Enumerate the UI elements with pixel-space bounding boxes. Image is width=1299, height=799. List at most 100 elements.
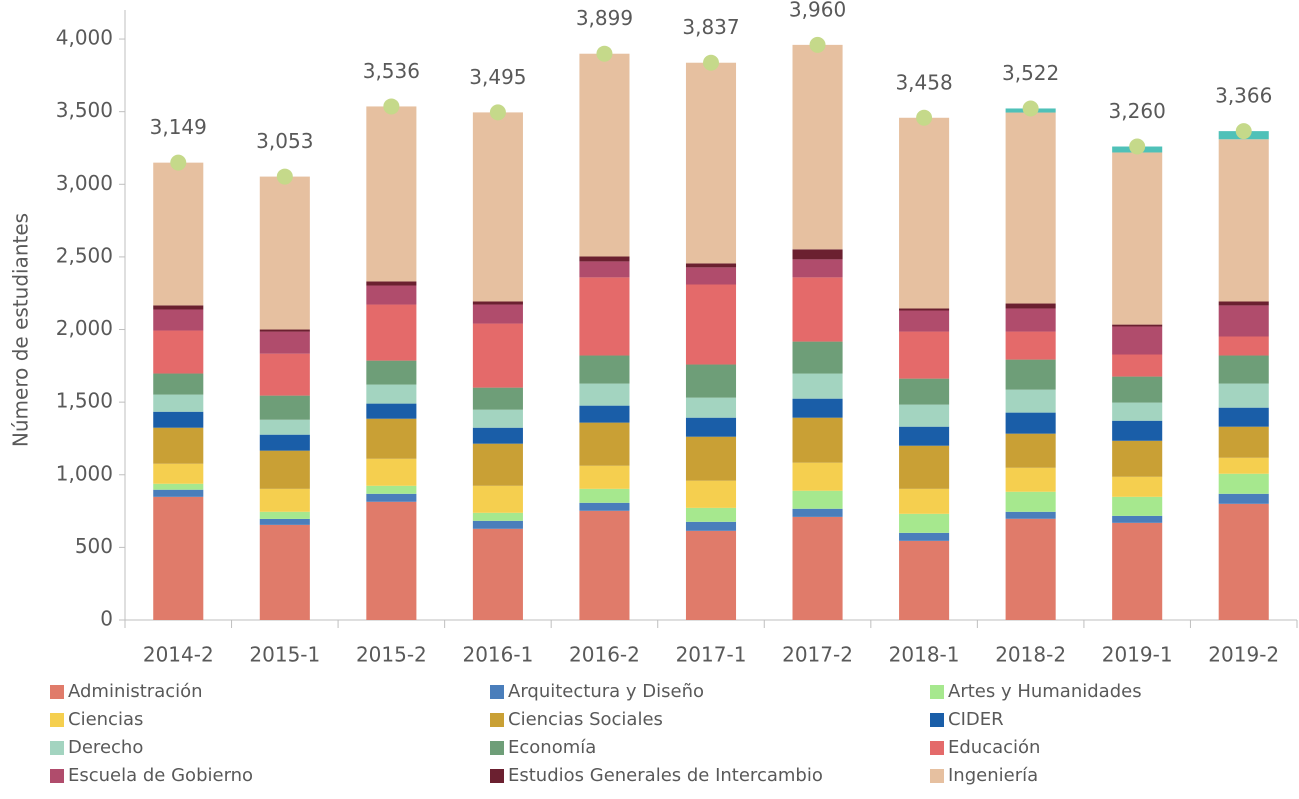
bar-segment [366,360,417,385]
bar-segment [1218,407,1269,427]
bar-segment [1005,308,1056,332]
bar-segment [1218,493,1269,504]
bar-segment [366,403,417,419]
legend-swatch [50,713,64,727]
bar-segment [579,355,630,384]
bar-segment [366,485,417,494]
bar-segment [1112,440,1163,477]
total-marker [383,98,400,115]
total-label: 3,837 [682,15,739,39]
bar-segment [472,528,523,620]
bar-segment [1005,518,1056,620]
bar-segment [153,373,204,395]
bar-segment [685,480,737,508]
bar-segment [259,419,310,435]
bar-segment [1005,433,1056,468]
bar-segment [1112,354,1163,377]
bar-segment [366,384,417,404]
bar-segment [1218,305,1269,337]
total-marker [596,45,613,62]
total-marker [703,54,719,71]
y-axis-title: Número de estudiantes [9,213,33,447]
bar-segment [685,436,737,481]
bar-segment [472,409,523,428]
y-tick-label: 1,000 [56,461,113,485]
bar-segment [685,263,737,268]
bar-segment [1112,152,1163,325]
legend-label: Ciencias [68,709,143,730]
bar-segment [153,305,204,310]
bar-segment [153,427,204,464]
bar-segment [792,277,843,342]
bar-segment [899,117,950,309]
bar-segment [366,418,417,459]
bar-segment [1112,324,1163,327]
total-marker [1129,138,1146,155]
legend-label: Escuela de Gobierno [68,765,253,786]
legend-label: Ingeniería [948,765,1038,786]
y-tick-label: 3,000 [56,171,113,195]
legend-swatch [930,685,944,699]
bar-segment [366,501,417,620]
bar-segment [1112,326,1163,355]
total-label: 3,149 [150,115,207,139]
bar-segment [792,490,843,509]
bar-segment [153,496,204,620]
bar-segment [1112,522,1163,620]
bar-segment [153,309,204,331]
bar-segment [579,422,630,466]
total-marker [1235,123,1252,140]
bar-segment [1005,331,1056,360]
legend-swatch [930,769,944,783]
bar-segment [792,417,843,463]
legend-label: Ciencias Sociales [508,709,663,730]
bar-segment [899,513,950,533]
bar-segment [1218,139,1269,302]
bar-segment [1112,420,1163,441]
legend-swatch [50,685,64,699]
bar-segment [899,426,950,446]
bar-segment [259,329,310,332]
legend-swatch [50,769,64,783]
bar-segment [1218,355,1269,384]
y-tick-label: 3,500 [56,98,113,122]
y-tick-label: 2,000 [56,316,113,340]
bar-segment [1005,359,1056,390]
bar-segment [472,485,523,513]
legend-label: Educación [948,737,1040,758]
bar-segment [259,524,310,620]
bar-segment [579,488,630,503]
bar-segment [792,44,843,250]
bar-segment [579,256,630,262]
bar-segment [1218,383,1269,408]
bar-segment [685,507,737,522]
bar-segment [153,489,204,497]
total-marker [916,109,933,126]
legend-label: Economía [508,737,596,758]
bar-segment [472,512,523,521]
bar-segment [1112,515,1163,523]
bar-segment [792,373,843,399]
total-marker [1022,100,1039,117]
bar-segment [1218,457,1269,474]
bar-segment [685,62,737,264]
legend-swatch [930,741,944,755]
legend-swatch [930,713,944,727]
bar-segment [685,530,737,620]
y-tick-label: 0 [100,607,113,631]
y-tick-label: 4,000 [56,26,113,50]
bar-segment [366,304,417,361]
bar-segment [792,249,843,260]
bar-segment [366,493,417,502]
bar-segment [579,277,630,356]
legend-swatch [50,741,64,755]
bar-segment [366,106,417,282]
bar-segment [792,462,843,491]
bar-segment [259,176,310,330]
bar-segment [1112,402,1163,421]
legend-label: Artes y Humanidades [948,681,1142,702]
legend-label: Administración [68,681,203,702]
total-marker [276,168,293,185]
legend-swatch [490,685,504,699]
total-marker [170,154,187,171]
